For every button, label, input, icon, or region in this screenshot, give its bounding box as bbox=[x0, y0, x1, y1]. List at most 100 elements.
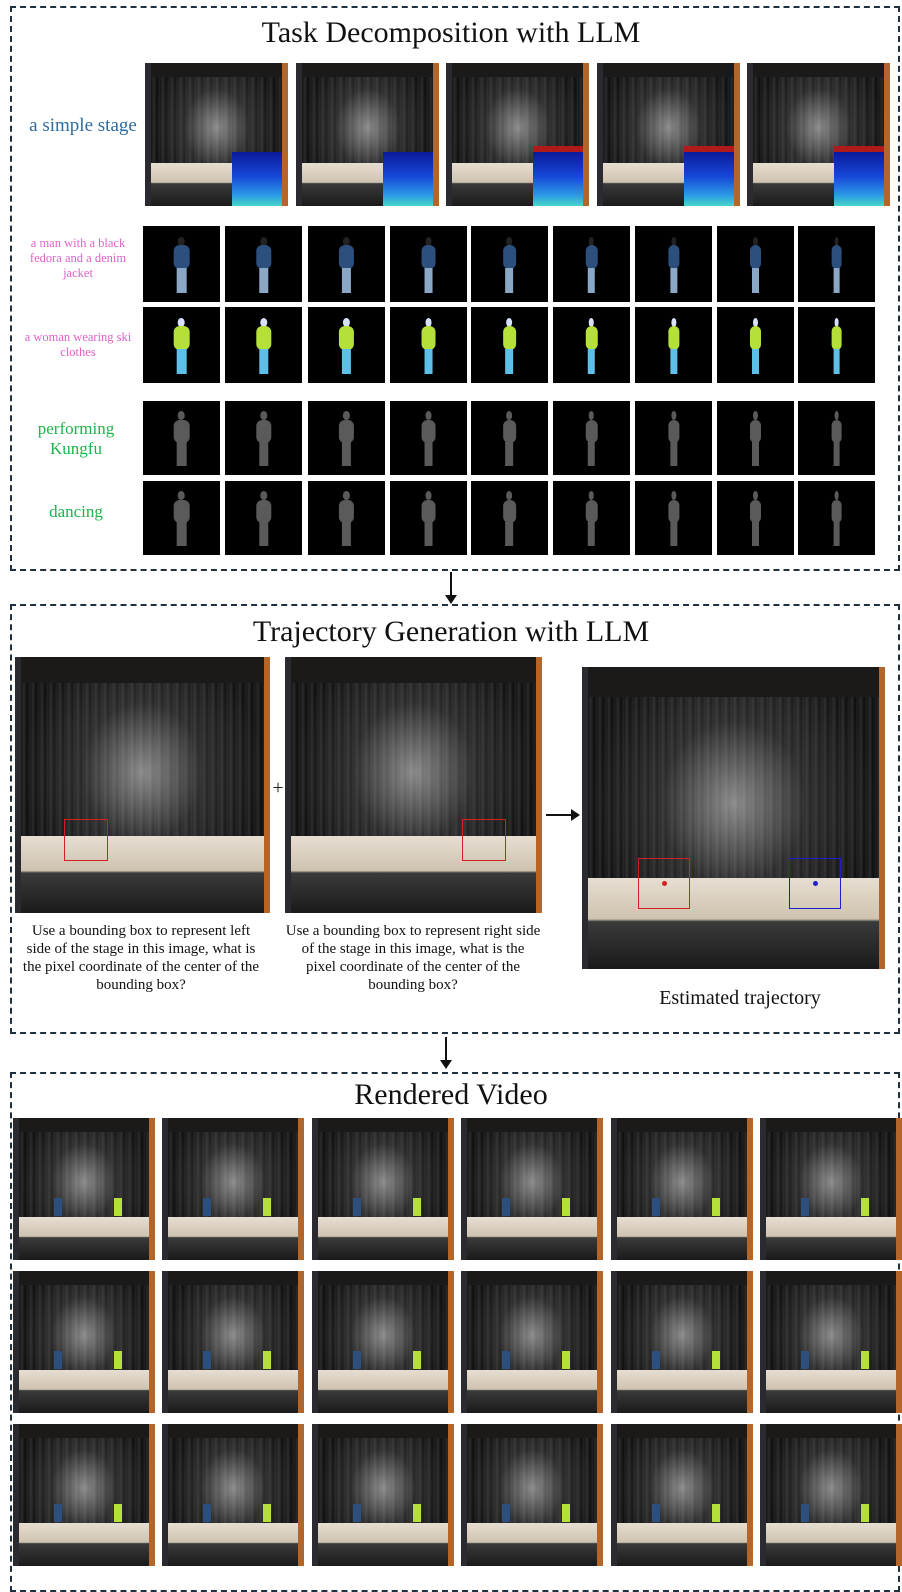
figure-body bbox=[503, 419, 516, 443]
kungfu-motion-frame bbox=[390, 401, 467, 475]
rendered-video-frame bbox=[162, 1118, 304, 1260]
prompt-left-text: Use a bounding box to represent left sid… bbox=[22, 923, 260, 993]
figure-head bbox=[177, 236, 186, 246]
figure-head bbox=[670, 491, 677, 501]
figure-head bbox=[670, 411, 677, 421]
man-character-view bbox=[471, 226, 548, 302]
figure-silhouette bbox=[500, 317, 520, 374]
man-figure bbox=[502, 1504, 510, 1522]
kungfu-motion-frame bbox=[471, 401, 548, 475]
man-character-view bbox=[390, 226, 467, 302]
down-arrow-1 bbox=[445, 572, 457, 604]
figure-legs bbox=[833, 442, 840, 467]
rendered-video-frame bbox=[760, 1271, 902, 1413]
character-woman-label: a woman wearing ski clothes bbox=[24, 330, 132, 359]
figure-head bbox=[425, 491, 432, 501]
woman-figure bbox=[413, 1198, 421, 1216]
estimated-trajectory-label: Estimated trajectory bbox=[659, 987, 821, 1009]
woman-figure bbox=[114, 1198, 122, 1216]
figure-silhouette bbox=[169, 491, 194, 547]
woman-figure bbox=[712, 1351, 720, 1369]
figure-head bbox=[834, 317, 839, 327]
kungfu-motion-frame bbox=[225, 401, 302, 475]
kungfu-motion-frame bbox=[717, 401, 794, 475]
woman-figure bbox=[114, 1351, 122, 1369]
rendered-video-frame bbox=[312, 1118, 454, 1260]
figure-silhouette bbox=[582, 236, 600, 293]
trajectory-end-dot bbox=[813, 881, 818, 886]
dancing-motion-frame bbox=[635, 481, 712, 555]
figure-legs bbox=[587, 349, 596, 374]
figure-legs bbox=[505, 522, 514, 547]
figure-head bbox=[670, 317, 677, 327]
figure-legs bbox=[342, 349, 351, 374]
figure-body bbox=[339, 499, 354, 523]
figure-body bbox=[585, 499, 598, 523]
figure-head bbox=[425, 411, 432, 421]
dancing-motion-frame bbox=[308, 481, 385, 555]
figure-body bbox=[339, 326, 354, 350]
man-character-view bbox=[635, 226, 712, 302]
figure-silhouette bbox=[418, 491, 439, 547]
figure-silhouette bbox=[582, 317, 600, 374]
figure-legs bbox=[505, 442, 514, 467]
man-figure bbox=[203, 1504, 211, 1522]
figure-legs bbox=[833, 522, 840, 547]
figure-body bbox=[750, 419, 761, 443]
figure-head bbox=[588, 411, 595, 421]
dancing-motion-frame bbox=[798, 481, 875, 555]
dancing-motion-frame bbox=[390, 481, 467, 555]
figure-legs bbox=[176, 349, 187, 374]
woman-character-view bbox=[143, 307, 220, 383]
rendered-video-frame bbox=[13, 1271, 155, 1413]
figure-head bbox=[259, 491, 267, 501]
figure-silhouette bbox=[829, 411, 844, 467]
figure-head bbox=[343, 236, 350, 246]
woman-character-view bbox=[225, 307, 302, 383]
figure-silhouette bbox=[418, 411, 439, 467]
woman-figure bbox=[263, 1351, 271, 1369]
depth-map-inset bbox=[232, 151, 282, 206]
woman-character-view bbox=[471, 307, 548, 383]
figure-body bbox=[173, 419, 190, 443]
rendered-video-frame bbox=[13, 1424, 155, 1566]
motion-kungfu-label: performing Kungfu bbox=[37, 419, 115, 459]
woman-character-view bbox=[308, 307, 385, 383]
figure-head bbox=[177, 491, 186, 501]
figure-legs bbox=[670, 349, 677, 374]
figure-body bbox=[421, 245, 436, 269]
figure-body bbox=[503, 245, 516, 269]
figure-head bbox=[506, 317, 513, 327]
figure-silhouette bbox=[829, 317, 844, 374]
figure-head bbox=[753, 411, 758, 421]
figure-silhouette bbox=[335, 317, 357, 374]
figure-body bbox=[667, 499, 679, 523]
figure-silhouette bbox=[169, 317, 194, 374]
woman-character-view bbox=[390, 307, 467, 383]
figure-body bbox=[256, 245, 271, 269]
figure-silhouette bbox=[169, 236, 194, 293]
scene-label: a simple stage bbox=[29, 115, 137, 136]
figure-head bbox=[588, 491, 595, 501]
woman-figure bbox=[263, 1198, 271, 1216]
figure-silhouette bbox=[747, 491, 763, 547]
stage-image-left-query bbox=[15, 657, 270, 913]
figure-body bbox=[421, 499, 436, 523]
figure-body bbox=[750, 499, 761, 523]
figure-legs bbox=[258, 442, 269, 467]
figure-legs bbox=[752, 349, 759, 374]
figure-legs bbox=[342, 268, 351, 293]
figure-head bbox=[177, 317, 186, 327]
figure-legs bbox=[587, 522, 596, 547]
figure-silhouette bbox=[500, 236, 520, 293]
man-figure bbox=[801, 1198, 809, 1216]
figure-head bbox=[506, 411, 513, 421]
man-figure bbox=[652, 1351, 660, 1369]
figure-head bbox=[834, 236, 839, 246]
figure-body bbox=[831, 419, 842, 443]
figure-head bbox=[425, 236, 432, 246]
figure-silhouette bbox=[252, 317, 275, 374]
figure-body bbox=[173, 499, 190, 523]
depth-map-inset bbox=[533, 145, 583, 206]
rendered-video-frame bbox=[611, 1424, 753, 1566]
